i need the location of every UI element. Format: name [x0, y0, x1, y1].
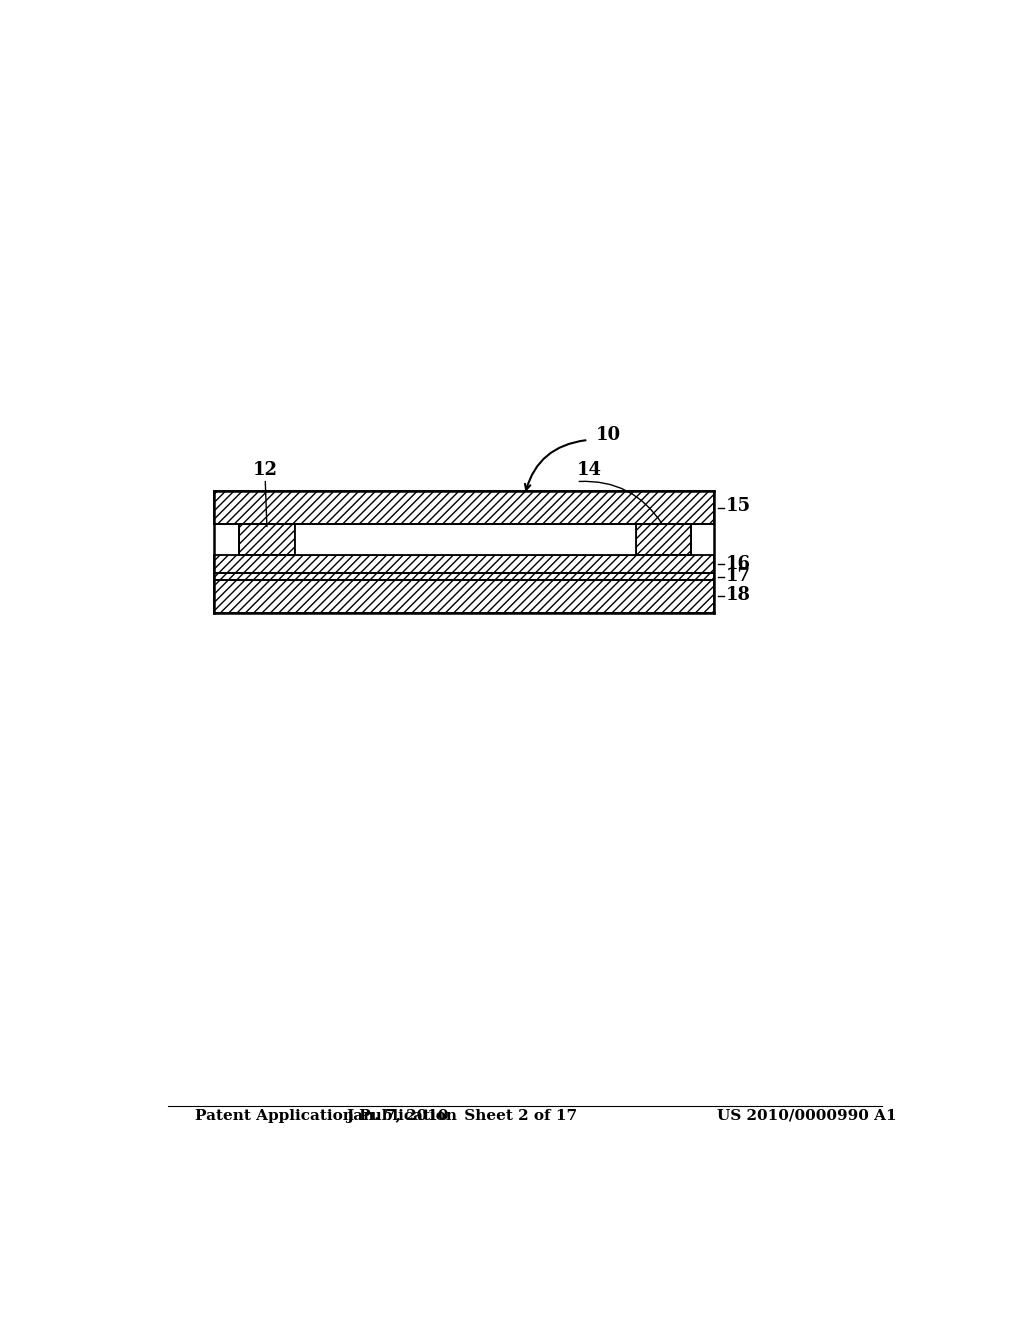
Text: 17: 17	[726, 568, 751, 585]
Text: 15: 15	[726, 498, 751, 515]
Text: 10: 10	[596, 426, 622, 444]
Text: Patent Application Publication: Patent Application Publication	[196, 1109, 458, 1123]
Text: US 2010/0000990 A1: US 2010/0000990 A1	[717, 1109, 896, 1123]
Polygon shape	[214, 573, 714, 581]
Text: 18: 18	[726, 586, 751, 605]
Text: Jan. 7, 2010   Sheet 2 of 17: Jan. 7, 2010 Sheet 2 of 17	[346, 1109, 577, 1123]
Polygon shape	[295, 524, 636, 554]
Text: 14: 14	[577, 461, 601, 479]
Polygon shape	[240, 524, 295, 554]
Polygon shape	[214, 491, 714, 524]
Polygon shape	[214, 581, 714, 612]
Polygon shape	[214, 554, 714, 573]
Text: 12: 12	[253, 461, 278, 479]
Text: FIG. 2: FIG. 2	[386, 529, 489, 560]
Text: 16: 16	[726, 554, 751, 573]
Polygon shape	[636, 524, 691, 554]
